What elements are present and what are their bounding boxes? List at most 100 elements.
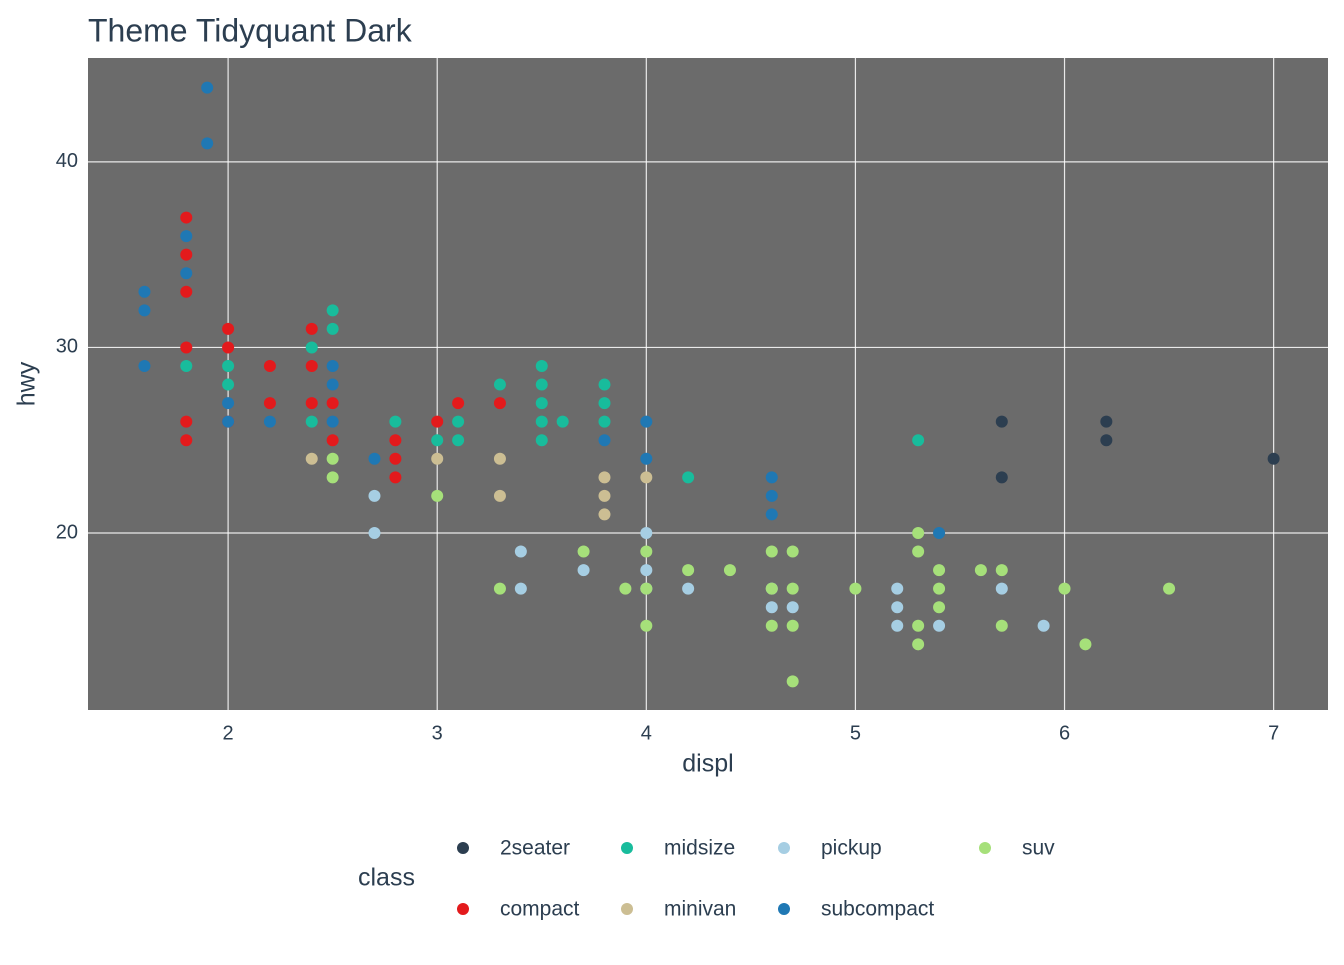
point <box>326 304 339 317</box>
point <box>535 397 548 410</box>
point <box>389 471 402 484</box>
point <box>619 582 632 595</box>
y-axis-title: hwy <box>13 361 41 406</box>
point <box>368 526 381 539</box>
point <box>640 452 653 465</box>
point <box>912 619 925 632</box>
x-axis-title: displ <box>682 750 733 778</box>
point <box>995 564 1008 577</box>
point <box>1267 452 1280 465</box>
point <box>640 415 653 428</box>
point <box>995 619 1008 632</box>
point <box>326 415 339 428</box>
point <box>180 230 193 243</box>
point <box>452 397 465 410</box>
point <box>556 415 569 428</box>
point <box>765 601 778 614</box>
point <box>431 452 444 465</box>
point <box>368 489 381 502</box>
point <box>598 415 611 428</box>
y-tick-label: 30 <box>56 336 78 358</box>
point <box>1163 582 1176 595</box>
legend-key <box>778 903 790 915</box>
point <box>786 619 799 632</box>
point <box>180 285 193 298</box>
legend-label: compact <box>500 898 580 921</box>
point <box>598 489 611 502</box>
point <box>682 471 695 484</box>
point <box>1037 619 1050 632</box>
point <box>786 675 799 688</box>
point <box>326 452 339 465</box>
point <box>389 415 402 428</box>
point <box>577 564 590 577</box>
point <box>368 452 381 465</box>
legend-label: 2seater <box>500 837 570 860</box>
point <box>598 434 611 447</box>
point <box>933 564 946 577</box>
point <box>640 582 653 595</box>
legend-title: class <box>358 864 415 892</box>
point <box>305 415 318 428</box>
point <box>180 267 193 280</box>
point <box>222 322 235 335</box>
point <box>765 545 778 558</box>
legend-key <box>621 903 633 915</box>
point <box>640 545 653 558</box>
point <box>305 397 318 410</box>
point <box>431 434 444 447</box>
legend-label: suv <box>1022 837 1055 860</box>
point <box>640 526 653 539</box>
point <box>326 397 339 410</box>
point <box>535 378 548 391</box>
point <box>222 397 235 410</box>
point <box>326 471 339 484</box>
point <box>326 434 339 447</box>
point <box>995 471 1008 484</box>
point <box>493 582 506 595</box>
point <box>305 322 318 335</box>
point <box>452 415 465 428</box>
x-tick-label: 4 <box>641 722 652 744</box>
point <box>891 619 904 632</box>
point <box>138 360 151 373</box>
point <box>974 564 987 577</box>
point <box>263 397 276 410</box>
point <box>326 360 339 373</box>
point <box>180 434 193 447</box>
point <box>598 471 611 484</box>
legend-label: subcompact <box>821 898 934 921</box>
point <box>389 434 402 447</box>
legend-label: minivan <box>664 898 736 921</box>
point <box>891 601 904 614</box>
plot-panel <box>88 58 1328 710</box>
point <box>305 360 318 373</box>
point <box>786 582 799 595</box>
legend-key <box>979 842 991 854</box>
y-tick-label: 20 <box>56 521 78 543</box>
point <box>493 452 506 465</box>
point <box>180 248 193 261</box>
point <box>452 434 465 447</box>
point <box>222 341 235 354</box>
legend-label: midsize <box>664 837 735 860</box>
point <box>493 378 506 391</box>
point <box>535 434 548 447</box>
point <box>933 601 946 614</box>
legend-key <box>778 842 790 854</box>
point <box>682 564 695 577</box>
point <box>222 360 235 373</box>
point <box>493 397 506 410</box>
point <box>222 415 235 428</box>
point <box>640 564 653 577</box>
point <box>786 545 799 558</box>
x-tick-label: 2 <box>223 722 234 744</box>
point <box>305 452 318 465</box>
point <box>723 564 736 577</box>
point <box>598 508 611 521</box>
point <box>326 378 339 391</box>
point <box>912 434 925 447</box>
point <box>1100 434 1113 447</box>
point <box>535 360 548 373</box>
